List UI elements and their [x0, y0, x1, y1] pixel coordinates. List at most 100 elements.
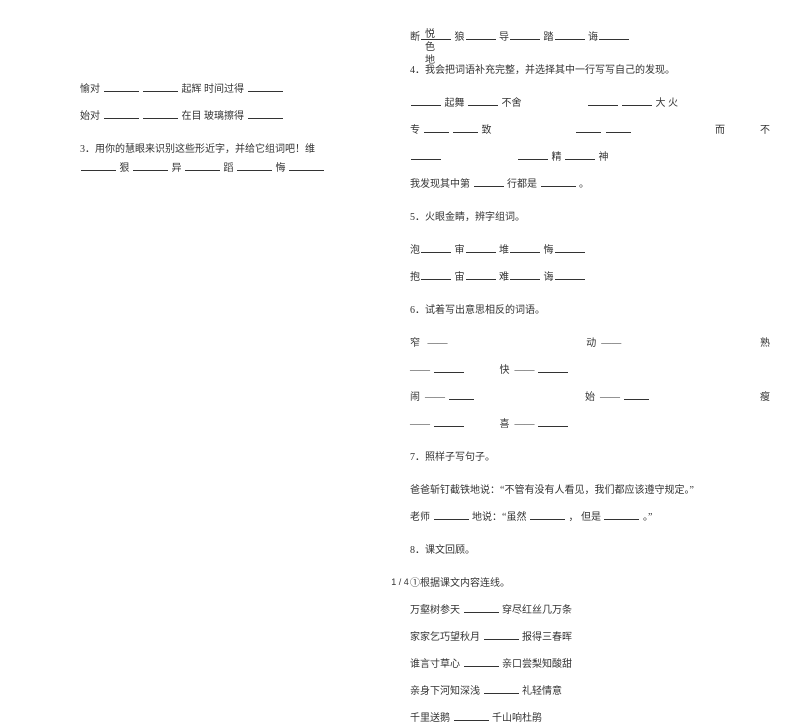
- q5r2c: 难: [499, 272, 509, 283]
- blank: [411, 149, 441, 160]
- blank: [454, 710, 489, 721]
- blank: [434, 509, 469, 520]
- left-line2: 始对 在目 玻璃擦得: [80, 107, 380, 126]
- blank: [510, 269, 540, 280]
- q8-line3: 谁言寸草心 亲口尝梨知酸甜: [410, 655, 770, 674]
- q7-sentence2: 老师 地说：“虽然 ， 但是 。”: [410, 508, 770, 527]
- q6r3c: 瘦: [760, 388, 770, 407]
- blank: [624, 389, 649, 400]
- q4r2a: 专: [410, 125, 420, 136]
- q6-row4: —— 喜 ——: [410, 415, 770, 434]
- r1c: 导: [499, 32, 509, 43]
- blank: [237, 160, 272, 171]
- blank: [555, 242, 585, 253]
- q4fa: 我发现其中第: [410, 179, 470, 190]
- q3b: 异: [172, 163, 182, 174]
- q6r2a: 快: [500, 365, 510, 376]
- blank: [464, 602, 499, 613]
- q8l2a: 家家乞巧望秋月: [410, 632, 480, 643]
- q8sub: ①根据课文内容连线。: [410, 578, 510, 589]
- q6r1a: 窄: [410, 338, 420, 349]
- blank: [565, 149, 595, 160]
- q5r1c: 堆: [499, 245, 509, 256]
- q6r3a: 闹: [410, 392, 420, 403]
- blank: [143, 81, 178, 92]
- blank: [464, 656, 499, 667]
- blank: [424, 122, 449, 133]
- l1a: 愉对: [80, 84, 100, 95]
- q5r2a: 抱: [410, 272, 420, 283]
- vertical-label: 悦 色 地: [425, 28, 435, 67]
- blank: [104, 108, 139, 119]
- page-container: 愉对 起辉 时间过得 始对 在目 玻璃擦得 3．用你的慧眼来识别这些形近字，并给…: [0, 0, 800, 592]
- q4r1a: 起舞: [445, 98, 465, 109]
- q8-text: 8．课文回顾。: [410, 545, 475, 556]
- q4fc: 。: [579, 179, 589, 190]
- r1a: 断: [410, 32, 420, 43]
- q8-line1: 万壑树参天 穿尽红丝几万条: [410, 601, 770, 620]
- q7-text: 7．照样子写句子。: [410, 452, 495, 463]
- q6-row1: 窄 —— 动 —— 熟: [410, 334, 770, 353]
- question-8: 8．课文回顾。: [410, 541, 770, 560]
- blank: [599, 29, 629, 40]
- q7-sentence1: 爸爸斩钉截铁地说：“不管有没有人看见，我们都应该遵守规定。”: [410, 481, 770, 500]
- blank: [411, 95, 441, 106]
- r1d: 踏: [544, 32, 554, 43]
- q5-row1: 泡 审 堆 悔: [410, 241, 770, 260]
- q8l2b: 报得三春晖: [522, 632, 572, 643]
- q6r4a: 喜: [500, 419, 510, 430]
- blank: [434, 416, 464, 427]
- blank: [576, 122, 601, 133]
- q4-row1: 起舞 不舍 大 火: [410, 94, 770, 113]
- q8l3a: 谁言寸草心: [410, 659, 460, 670]
- q4r3a: 精: [552, 152, 562, 163]
- q8-line5: 千里送鹅 千山响杜鹃: [410, 709, 770, 728]
- blank: [530, 509, 565, 520]
- dash: ——: [410, 419, 430, 430]
- q8l4a: 亲身下河知深浅: [410, 686, 480, 697]
- q8l3b: 亲口尝梨知酸甜: [502, 659, 572, 670]
- q8l5a: 千里送鹅: [410, 713, 450, 724]
- q4r2c: 而: [715, 125, 725, 136]
- blank: [248, 81, 283, 92]
- l2b: 在目 玻璃擦得: [182, 111, 245, 122]
- blank: [453, 122, 478, 133]
- q4r3b: 神: [599, 152, 609, 163]
- dash: ——: [410, 365, 430, 376]
- blank: [538, 362, 568, 373]
- blank: [466, 242, 496, 253]
- blank: [474, 176, 504, 187]
- page-number: 1 / 4: [391, 577, 409, 587]
- blank: [555, 269, 585, 280]
- blank: [541, 176, 576, 187]
- blank: [289, 160, 324, 171]
- q3d: 悔: [276, 163, 286, 174]
- q4-find: 我发现其中第 行都是 。: [410, 175, 770, 194]
- blank: [538, 416, 568, 427]
- q7s1: 爸爸斩钉截铁地说：“不管有没有人看见，我们都应该遵守规定。”: [410, 485, 694, 496]
- q8l4b: 礼轻情意: [522, 686, 562, 697]
- dash: ——: [515, 419, 535, 430]
- q8l5b: 千山响杜鹃: [492, 713, 542, 724]
- blank: [434, 362, 464, 373]
- question-4: 4．我会把词语补充完整，并选择其中一行写写自己的发现。: [410, 61, 770, 80]
- q5r2b: 宙: [455, 272, 465, 283]
- dash: ——: [425, 392, 445, 403]
- blank: [555, 29, 585, 40]
- r1b: 狼: [455, 32, 465, 43]
- blank: [248, 108, 283, 119]
- q6-row2: —— 快 ——: [410, 361, 770, 380]
- q4r1b: 不舍: [502, 98, 522, 109]
- r1e: 诲: [588, 32, 598, 43]
- blank: [518, 149, 548, 160]
- q5-text: 5．火眼金睛，辨字组词。: [410, 212, 525, 223]
- q3-text: 3．用你的慧眼来识别这些形近字，并给它组词吧！维: [80, 144, 315, 155]
- question-3: 3．用你的慧眼来识别这些形近字，并给它组词吧！维 狠 异 蹈 悔: [80, 140, 380, 178]
- vert-char-1: 悦: [425, 28, 435, 41]
- question-7: 7．照样子写句子。: [410, 448, 770, 467]
- q7s2b: 地说：“虽然: [472, 512, 526, 523]
- blank: [510, 242, 540, 253]
- q6r1c: 熟: [760, 334, 770, 353]
- dash: ——: [600, 392, 620, 403]
- blank: [449, 389, 474, 400]
